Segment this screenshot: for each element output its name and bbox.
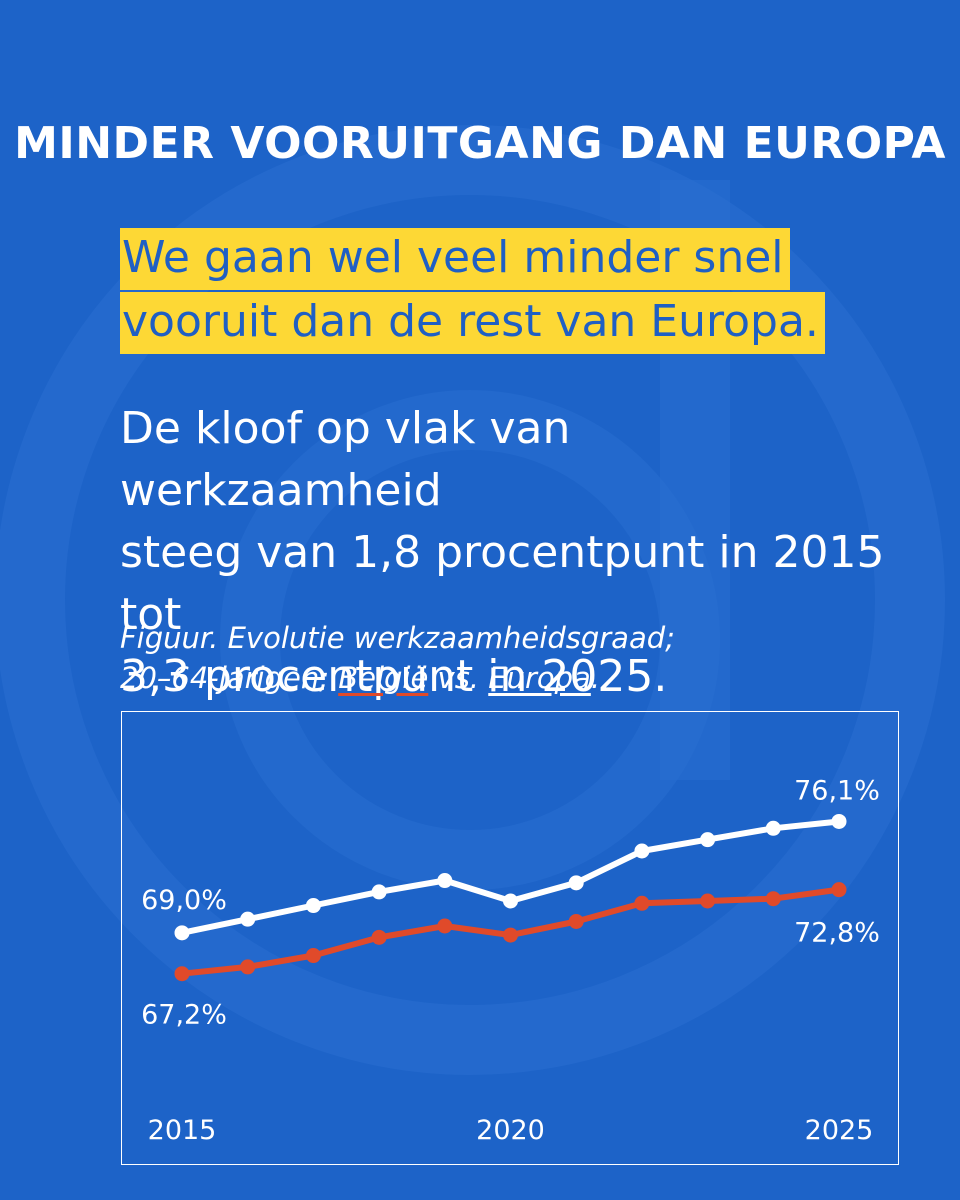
data-point-europa-2025 bbox=[831, 813, 847, 829]
data-point-belgie-2020 bbox=[503, 927, 518, 943]
data-point-belgie-2023 bbox=[700, 893, 716, 909]
body-line-3: 3,3 procentpunt in 2025. bbox=[120, 651, 668, 702]
caption-line-1: Figuur. Evolutie werkzaamheidsgraad; bbox=[120, 621, 675, 655]
caption-end: . bbox=[590, 661, 601, 695]
body-line-1: De kloof op vlak van werkzaamheid bbox=[120, 403, 571, 516]
data-point-belgie-2024 bbox=[765, 891, 781, 907]
data-point-belgie-2022 bbox=[634, 895, 650, 911]
data-point-europa-2022 bbox=[634, 843, 650, 859]
data-point-belgie-2016 bbox=[240, 959, 256, 975]
data-point-europa-2023 bbox=[700, 832, 716, 848]
data-point-europa-2015 bbox=[174, 925, 190, 941]
highlight-line-1: We gaan wel veel minder snel bbox=[120, 228, 790, 290]
data-label-europa-end: 76,1% bbox=[794, 775, 880, 806]
data-point-belgie-2015 bbox=[174, 966, 190, 982]
data-point-europa-2020 bbox=[503, 893, 518, 909]
page-title: MINDER VOORUITGANG DAN EUROPA bbox=[14, 118, 946, 169]
data-point-belgie-2025 bbox=[831, 882, 847, 898]
data-label-europa-start: 69,0% bbox=[141, 885, 227, 916]
x-tick-label-2025: 2025 bbox=[805, 1115, 874, 1146]
caption-prefix: 20–64-jarigen; bbox=[120, 661, 339, 695]
highlight-text: We gaan wel veel minder snel vooruit dan… bbox=[120, 228, 825, 356]
data-point-belgie-2021 bbox=[568, 913, 584, 929]
caption-vs: vs. bbox=[428, 661, 489, 695]
data-point-europa-2017 bbox=[305, 898, 321, 914]
data-point-europa-2021 bbox=[568, 875, 584, 891]
body-line-2: steeg van 1,8 procentpunt in 2015 tot bbox=[120, 527, 885, 640]
chart-frame bbox=[121, 711, 899, 1165]
x-tick-label-2020: 2020 bbox=[476, 1115, 545, 1146]
x-tick-label-2015: 2015 bbox=[148, 1115, 217, 1146]
data-point-belgie-2018 bbox=[371, 929, 387, 945]
data-point-europa-2024 bbox=[765, 820, 781, 836]
legend-belgie: België bbox=[338, 661, 429, 695]
figure-caption: Figuur. Evolutie werkzaamheidsgraad; 20–… bbox=[120, 618, 820, 698]
data-label-belgie-end: 72,8% bbox=[794, 918, 880, 949]
series-line-europa bbox=[179, 818, 842, 936]
data-point-europa-2019 bbox=[437, 873, 453, 889]
body-text: De kloof op vlak van werkzaamheid steeg … bbox=[120, 398, 900, 708]
data-point-europa-2016 bbox=[240, 911, 256, 927]
data-point-belgie-2017 bbox=[305, 948, 321, 964]
caption-line-2: 20–64-jarigen; België vs. Europa. bbox=[120, 658, 820, 698]
line-chart: 69,0% 76,1% 67,2% 72,8% 2015 2020 2025 bbox=[141, 775, 880, 1146]
data-label-belgie-start: 67,2% bbox=[141, 1000, 227, 1031]
data-point-belgie-2019 bbox=[437, 918, 453, 934]
highlight-line-2: vooruit dan de rest van Europa. bbox=[120, 292, 825, 354]
legend-europa: Europa bbox=[488, 661, 591, 695]
data-point-europa-2018 bbox=[371, 884, 387, 900]
